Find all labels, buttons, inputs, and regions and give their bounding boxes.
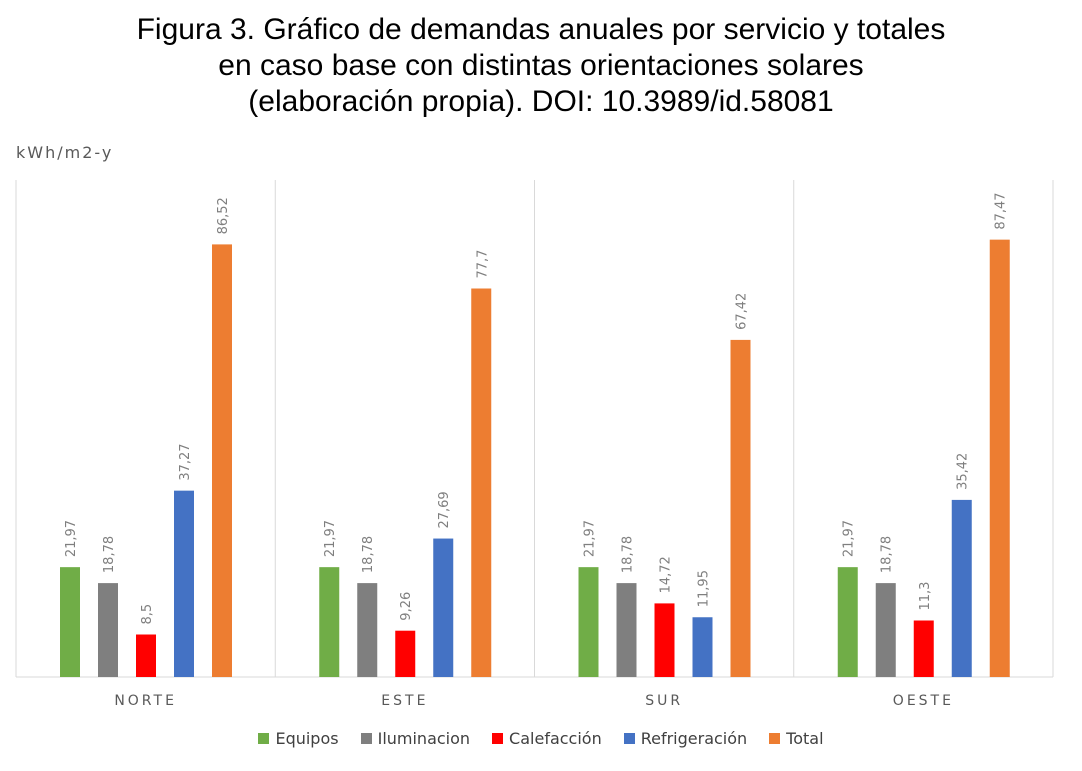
bar-iluminacion-este <box>357 583 378 677</box>
data-label: 21,97 <box>323 520 338 557</box>
data-label: 86,52 <box>216 197 231 234</box>
data-label: 87,47 <box>994 192 1009 229</box>
bar-total-este <box>471 288 492 677</box>
legend-swatch <box>258 733 270 744</box>
chart-title-line-1: Figura 3. Gráfico de demandas anuales po… <box>136 13 946 46</box>
bar-calefacción-sur <box>654 603 675 677</box>
bar-iluminacion-sur <box>616 583 637 677</box>
legend-swatch <box>623 733 635 744</box>
legend-item: Refrigeración <box>623 729 748 748</box>
legend-swatch <box>492 733 504 744</box>
bar-refrigeración-sur <box>692 617 713 677</box>
bar-total-sur <box>730 339 751 677</box>
x-tick-label: NORTE <box>114 693 177 709</box>
data-label: 18,78 <box>102 536 117 573</box>
bar-refrigeración-oeste <box>951 499 972 677</box>
x-tick-label: ESTE <box>381 693 428 709</box>
data-label: 8,5 <box>140 604 155 625</box>
legend-swatch <box>769 733 781 744</box>
chart-title-line-2: en caso base con distintas orientaciones… <box>218 49 864 82</box>
chart-title-line-3: (elaboración propia). DOI: 10.3989/id.58… <box>248 85 834 118</box>
legend-item: Total <box>769 729 824 748</box>
data-label: 11,95 <box>697 570 712 607</box>
data-label: 9,26 <box>399 592 414 621</box>
legend-item: Equipos <box>258 729 339 748</box>
legend-label: Iluminacion <box>377 729 471 748</box>
legend-label: Total <box>786 729 824 748</box>
data-label: 14,72 <box>659 556 674 593</box>
bar-calefacción-oeste <box>913 620 934 677</box>
data-label: 21,97 <box>583 520 598 557</box>
x-tick-label: OESTE <box>893 693 954 709</box>
bar-iluminacion-oeste <box>875 583 896 677</box>
data-label: 21,97 <box>842 520 857 557</box>
bar-equipos-este <box>319 567 340 677</box>
bar-refrigeración-este <box>433 538 454 677</box>
data-label: 18,78 <box>621 536 636 573</box>
data-label: 11,3 <box>918 582 933 611</box>
data-label: 18,78 <box>880 536 895 573</box>
chart-legend: Equipos Iluminacion Calefacción Refrigeraci… <box>0 729 1082 748</box>
y-axis-label: kWh/m2-y <box>16 143 114 162</box>
bar-total-norte <box>212 244 232 677</box>
bar-calefacción-este <box>395 630 416 677</box>
bar-equipos-sur <box>578 567 599 677</box>
data-label: 77,7 <box>475 250 490 279</box>
legend-label: Calefacción <box>509 729 602 748</box>
legend-label: Equipos <box>275 729 339 748</box>
data-label: 37,27 <box>178 443 193 480</box>
bar-calefacción-norte <box>136 634 156 677</box>
bar-total-oeste <box>989 239 1010 677</box>
bar-iluminacion-norte <box>98 583 118 677</box>
data-label: 18,78 <box>361 536 376 573</box>
legend-item: Iluminacion <box>360 729 471 748</box>
chart-title: Figura 3. Gráfico de demandas anuales po… <box>0 12 1082 120</box>
bar-equipos-oeste <box>837 567 858 677</box>
legend-swatch <box>360 733 372 744</box>
bar-refrigeración-norte <box>174 490 194 677</box>
data-label: 67,42 <box>735 293 750 330</box>
bar-equipos-norte <box>60 567 80 677</box>
data-label: 35,42 <box>956 453 971 490</box>
legend-item: Calefacción <box>492 729 602 748</box>
data-label: 21,97 <box>64 520 79 557</box>
legend-label: Refrigeración <box>640 729 748 748</box>
data-label: 27,69 <box>437 491 452 528</box>
x-tick-label: SUR <box>645 693 683 709</box>
